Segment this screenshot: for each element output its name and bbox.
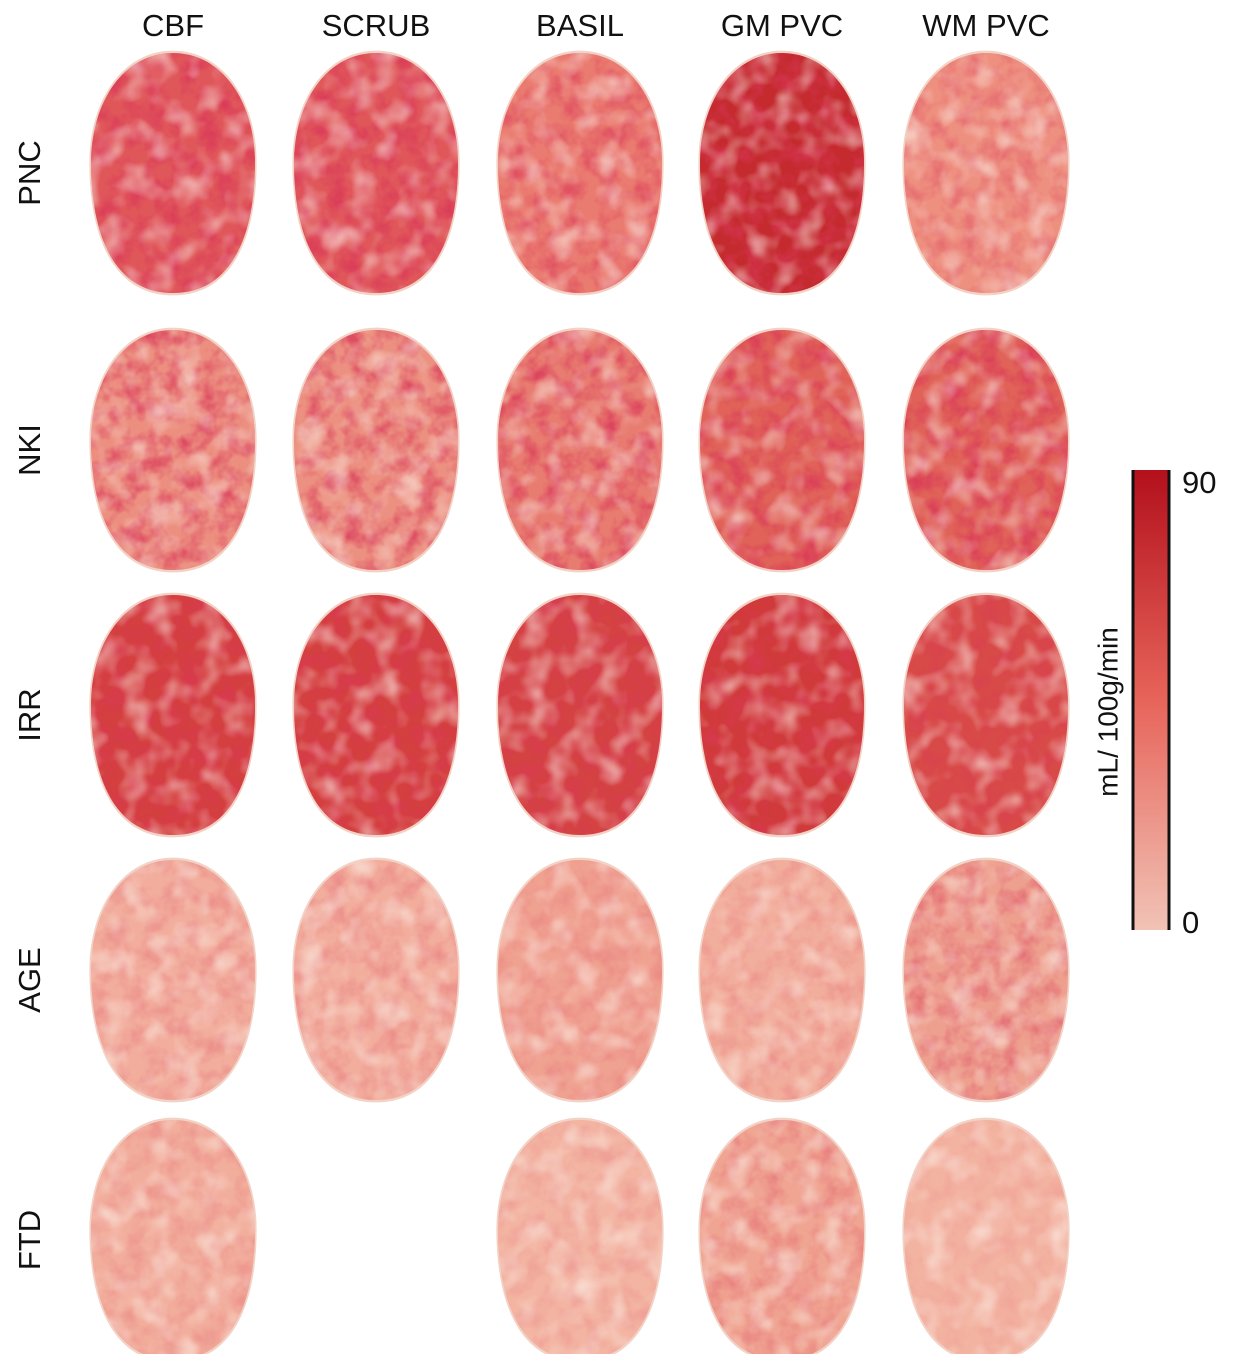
- brain-image: [902, 51, 1069, 296]
- brain-highlight: [700, 860, 864, 1100]
- brain-highlight: [91, 860, 255, 1100]
- brain-image: [292, 328, 459, 573]
- row-label: NKI: [12, 424, 47, 476]
- brain-image: [698, 51, 865, 296]
- column-header: SCRUB: [322, 8, 431, 43]
- brain-highlight: [294, 595, 458, 835]
- brain-highlight: [904, 860, 1068, 1100]
- brain-image: [89, 51, 256, 296]
- brain-image: [496, 1118, 663, 1354]
- brain-highlight: [498, 595, 662, 835]
- figure: mL/ 100g/min 90 0 CBF SCRUB BASIL GM PVC WM P…: [0, 0, 1240, 1354]
- brain-highlight: [294, 330, 458, 570]
- brain-highlight: [904, 330, 1068, 570]
- brain-highlight: [498, 330, 662, 570]
- brain-image: [902, 858, 1069, 1103]
- colorbar-tick-label: 0: [1182, 905, 1199, 940]
- column-header: GM PVC: [721, 8, 843, 43]
- brain-highlight: [700, 330, 864, 570]
- brain-image: [496, 593, 663, 838]
- brain-image: [496, 328, 663, 573]
- brain-highlight: [498, 53, 662, 293]
- brain-highlight: [904, 53, 1068, 293]
- brain-image: [698, 858, 865, 1103]
- brain-image: [902, 328, 1069, 573]
- brain-highlight: [91, 595, 255, 835]
- row-label: PNC: [12, 140, 47, 205]
- brain-highlight: [498, 1120, 662, 1354]
- column-header: CBF: [142, 8, 204, 43]
- brain-image: [89, 593, 256, 838]
- colorbar-gradient: [1133, 470, 1169, 930]
- brain-image: [698, 1118, 865, 1354]
- brain-image: [698, 328, 865, 573]
- colorbar-tick-label: 90: [1182, 465, 1216, 500]
- brain-image: [292, 858, 459, 1103]
- brain-image: [292, 51, 459, 296]
- brain-highlight: [700, 1120, 864, 1354]
- brain-highlight: [498, 860, 662, 1100]
- brain-highlight: [294, 860, 458, 1100]
- row-label: FTD: [12, 1210, 47, 1270]
- brain-highlight: [294, 53, 458, 293]
- row-label: AGE: [12, 947, 47, 1012]
- brain-image: [902, 593, 1069, 838]
- brain-highlight: [700, 595, 864, 835]
- brain-image: [496, 51, 663, 296]
- brain-image: [292, 593, 459, 838]
- brain-highlight: [91, 1120, 255, 1354]
- brain-image: [496, 858, 663, 1103]
- brain-highlight: [700, 53, 864, 293]
- brain-highlight: [91, 330, 255, 570]
- brain-highlight: [91, 53, 255, 293]
- brain-highlight: [904, 1120, 1068, 1354]
- brain-image: [89, 858, 256, 1103]
- brain-image: [89, 328, 256, 573]
- brain-image: [89, 1118, 256, 1354]
- row-label: IRR: [12, 688, 47, 741]
- column-header: BASIL: [536, 8, 624, 43]
- brain-image: [698, 593, 865, 838]
- brain-highlight: [904, 595, 1068, 835]
- colorbar: mL/ 100g/min 90 0: [1092, 465, 1216, 940]
- column-header: WM PVC: [922, 8, 1049, 43]
- brain-image: [902, 1118, 1069, 1354]
- colorbar-label: mL/ 100g/min: [1092, 627, 1123, 797]
